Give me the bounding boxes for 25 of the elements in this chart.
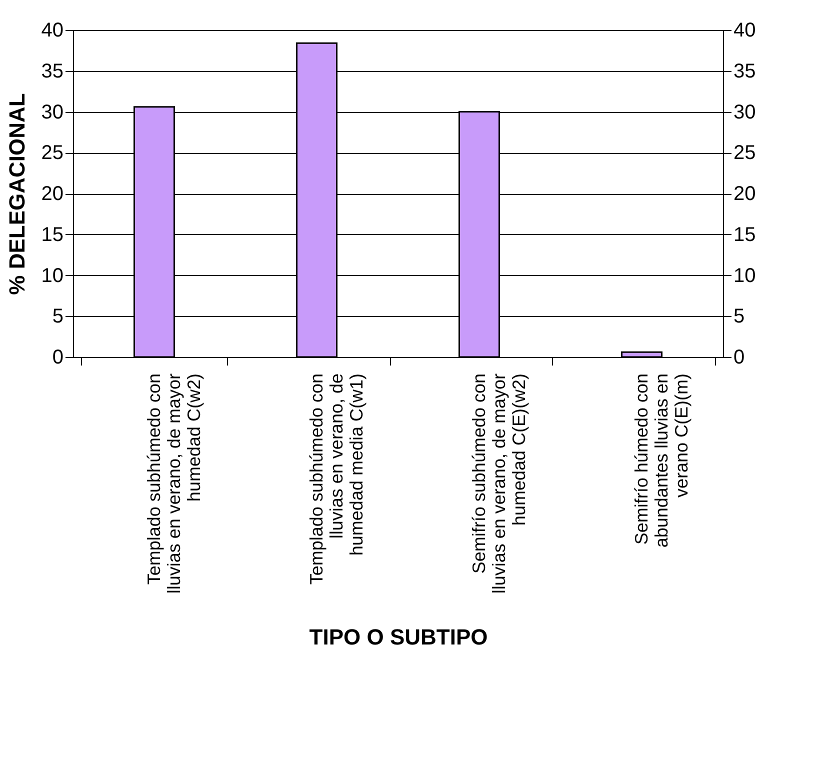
x-tick-label: Semifrío húmedo con abundantes lluvias en verano C(E)(m) xyxy=(631,374,692,548)
y2-tick-label: 20 xyxy=(734,183,756,205)
y2-tick-label: 30 xyxy=(734,101,756,124)
y-tick-label: 10 xyxy=(41,264,64,287)
y-tick-label: 15 xyxy=(41,224,64,246)
x-tick-label: Templado subhúmedo con lluvias en verano, de mayor humedad C(w2) xyxy=(144,374,204,594)
x-axis-title: TIPO O SUBTIPO xyxy=(309,624,488,650)
y-tick-label: 30 xyxy=(41,101,64,124)
y-tick-label: 40 xyxy=(41,20,64,42)
y2-tick-label: 15 xyxy=(734,224,756,246)
y-tick-label: 20 xyxy=(41,183,64,205)
y2-tick-label: 5 xyxy=(734,306,745,328)
y-tick-label: 35 xyxy=(41,60,64,82)
y2-tick-label: 0 xyxy=(734,346,745,368)
y-tick-label: 0 xyxy=(52,346,64,368)
y2-tick-label: 35 xyxy=(734,60,756,82)
y2-tick-label: 10 xyxy=(734,264,756,287)
bar xyxy=(621,351,662,358)
x-tick-label: Semifrío subhúmedo con lluvias en verano, de mayor humedad C(E)(w2) xyxy=(468,374,529,594)
y-tick-label: 25 xyxy=(41,142,64,164)
y2-tick-label: 25 xyxy=(734,142,756,164)
y-axis-title: % DELEGACIONAL xyxy=(4,93,30,295)
x-tick-label: Templado subhúmedo con lluvias en verano, de humedad media C(w1) xyxy=(306,374,366,585)
y2-tick-label: 40 xyxy=(734,20,756,42)
y-tick-label: 5 xyxy=(52,306,64,328)
